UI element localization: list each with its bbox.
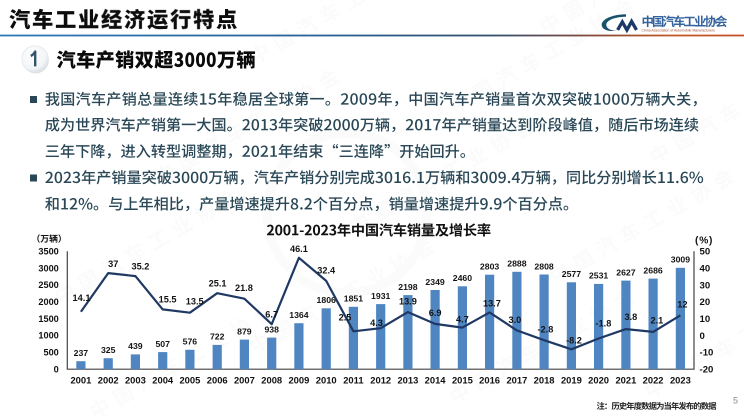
svg-text:2007: 2007 (234, 375, 255, 386)
svg-text:21.8: 21.8 (235, 283, 253, 293)
svg-text:-1.8: -1.8 (595, 319, 611, 329)
svg-text:2.5: 2.5 (339, 313, 352, 323)
svg-text:2018: 2018 (534, 375, 555, 386)
svg-text:4.3: 4.3 (370, 318, 383, 328)
svg-text:2627: 2627 (616, 267, 635, 277)
svg-text:10: 10 (700, 314, 711, 325)
svg-text:1931: 1931 (371, 291, 390, 301)
svg-text:2006: 2006 (207, 375, 228, 386)
svg-text:4.7: 4.7 (456, 314, 469, 324)
svg-text:-8.2: -8.2 (566, 336, 582, 346)
svg-text:2888: 2888 (507, 259, 526, 269)
svg-text:37: 37 (108, 259, 118, 269)
svg-text:2017: 2017 (506, 375, 527, 386)
svg-text:2005: 2005 (179, 375, 200, 386)
svg-text:2021: 2021 (615, 375, 636, 386)
svg-text:2002: 2002 (98, 375, 119, 386)
svg-text:25.1: 25.1 (209, 279, 227, 289)
svg-text:3000: 3000 (38, 263, 58, 273)
svg-text:2001: 2001 (70, 375, 91, 386)
svg-text:3500: 3500 (38, 246, 58, 256)
svg-text:2531: 2531 (589, 271, 608, 281)
svg-text:2.1: 2.1 (651, 315, 664, 325)
svg-text:2003: 2003 (125, 375, 146, 386)
svg-text:1806: 1806 (317, 295, 336, 305)
svg-text:237: 237 (74, 348, 89, 358)
svg-text:2010: 2010 (316, 375, 337, 386)
svg-text:2020: 2020 (588, 375, 609, 386)
svg-text:2019: 2019 (561, 375, 582, 386)
svg-text:3.8: 3.8 (625, 312, 638, 322)
svg-text:5: 5 (733, 396, 738, 406)
svg-text:2198: 2198 (398, 282, 417, 292)
svg-text:40: 40 (700, 264, 711, 275)
svg-text:325: 325 (101, 345, 116, 355)
svg-text:20: 20 (700, 297, 711, 308)
svg-text:6.9: 6.9 (429, 308, 442, 318)
svg-text:2686: 2686 (643, 265, 662, 275)
svg-text:2011: 2011 (343, 375, 363, 386)
svg-text:2460: 2460 (453, 273, 472, 283)
svg-text:15.5: 15.5 (159, 295, 177, 305)
svg-text:3009: 3009 (671, 255, 690, 265)
svg-text:0: 0 (54, 364, 59, 374)
svg-text:2014: 2014 (425, 375, 447, 386)
svg-text:50: 50 (700, 247, 711, 258)
svg-text:500: 500 (43, 348, 58, 358)
svg-text:1500: 1500 (38, 314, 58, 324)
svg-text:46.1: 46.1 (290, 244, 308, 254)
svg-text:507: 507 (155, 339, 170, 349)
svg-text:2808: 2808 (534, 261, 553, 271)
svg-text:-2.8: -2.8 (537, 324, 553, 334)
svg-text:13.5: 13.5 (186, 297, 204, 307)
svg-text:2349: 2349 (425, 277, 444, 287)
svg-text:0: 0 (700, 331, 705, 342)
svg-text:2500: 2500 (38, 280, 58, 290)
svg-text:439: 439 (128, 341, 143, 351)
svg-text:12: 12 (677, 299, 687, 309)
svg-text:938: 938 (264, 324, 279, 334)
svg-text:2577: 2577 (562, 269, 581, 279)
svg-text:2022: 2022 (643, 375, 664, 386)
svg-text:2000: 2000 (38, 297, 58, 307)
svg-text:2009: 2009 (288, 375, 309, 386)
svg-text:3.0: 3.0 (509, 315, 522, 325)
svg-text:2023: 2023 (670, 375, 691, 386)
svg-text:2803: 2803 (480, 262, 499, 272)
svg-text:30: 30 (700, 280, 711, 291)
svg-text:32.4: 32.4 (317, 265, 336, 275)
svg-text:1364: 1364 (289, 310, 308, 320)
svg-text:China Association of Automobil: China Association of Automobile Manufact… (642, 28, 716, 32)
svg-text:35.2: 35.2 (131, 261, 149, 271)
svg-text:2013: 2013 (397, 375, 418, 386)
svg-text:2012: 2012 (370, 375, 391, 386)
svg-text:879: 879 (237, 326, 252, 336)
svg-text:2004: 2004 (152, 375, 174, 386)
svg-text:13.7: 13.7 (483, 299, 501, 309)
svg-text:6.7: 6.7 (265, 310, 278, 320)
svg-text:2015: 2015 (452, 375, 473, 386)
svg-text:-20: -20 (700, 365, 714, 376)
svg-text:576: 576 (183, 337, 198, 347)
svg-text:1000: 1000 (38, 331, 58, 341)
svg-text:-10: -10 (700, 348, 714, 359)
svg-text:1851: 1851 (344, 294, 363, 304)
svg-text:2016: 2016 (479, 375, 500, 386)
svg-text:2008: 2008 (261, 375, 282, 386)
svg-text:(%): (%) (695, 235, 713, 246)
svg-text:14.1: 14.1 (73, 293, 91, 303)
svg-text:13.9: 13.9 (399, 296, 417, 306)
svg-text:722: 722 (210, 332, 225, 342)
